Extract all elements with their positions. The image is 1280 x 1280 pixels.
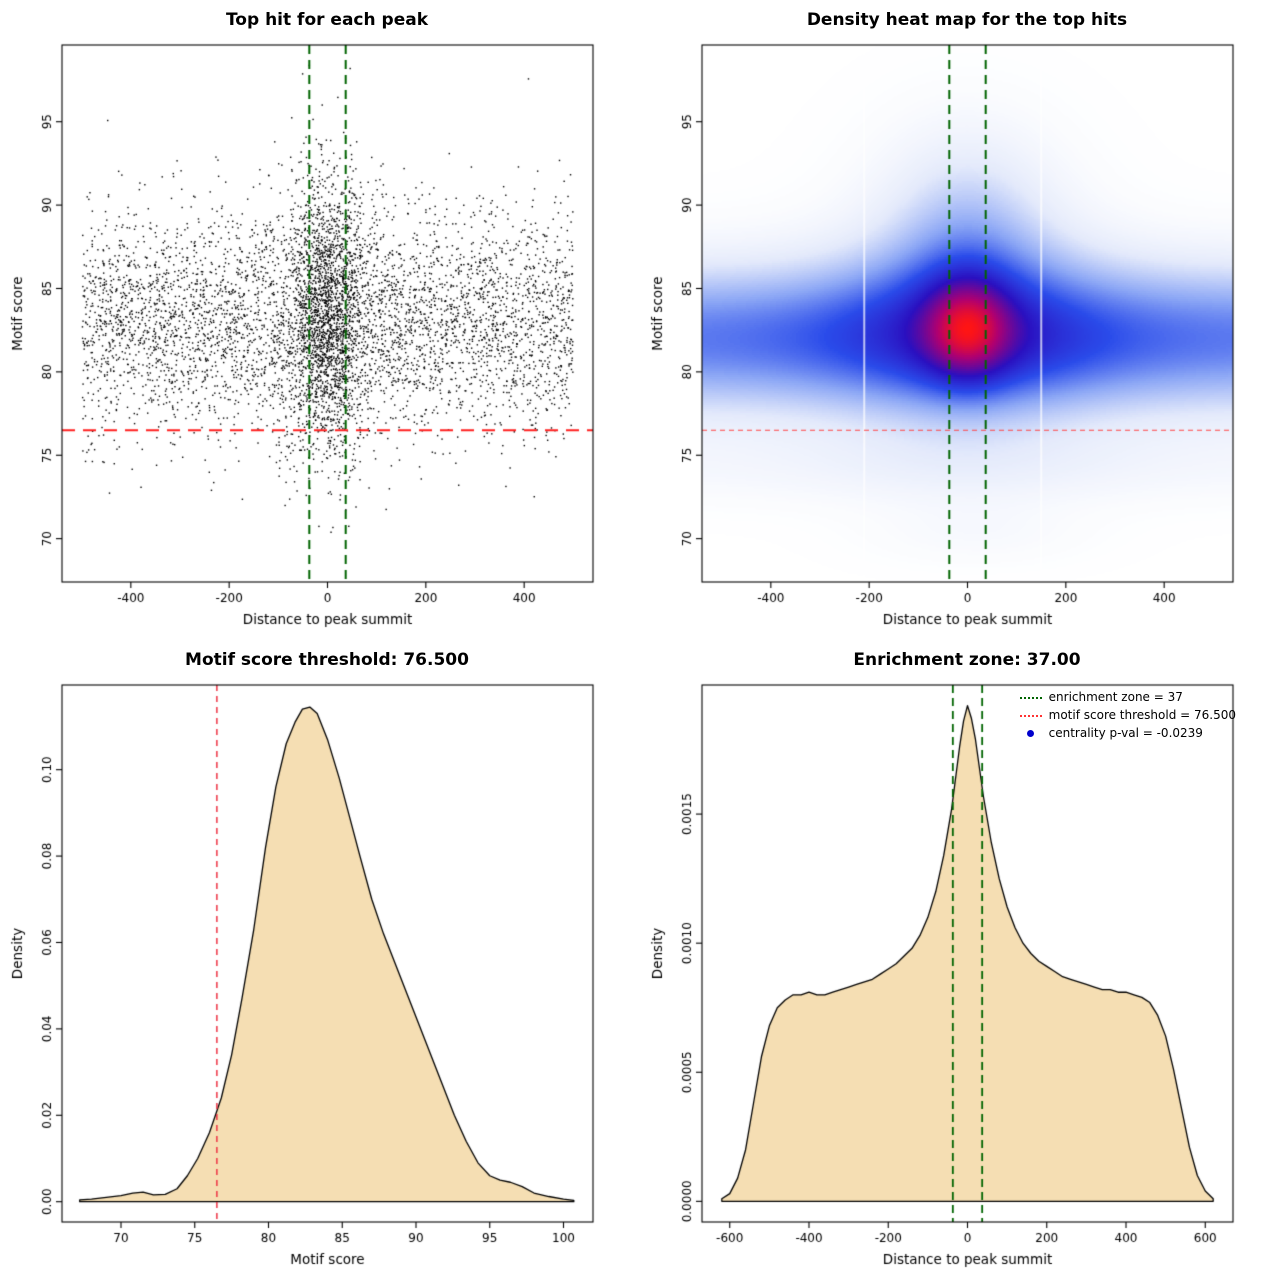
legend-item-score-threshold: motif score threshold = 76.500 — [1019, 708, 1236, 723]
panel-motif-score-density: Motif score threshold: 76.500 — [0, 640, 640, 1280]
legend-label: enrichment zone = 37 — [1048, 690, 1183, 704]
plot-legend: enrichment zone = 37 motif score thresho… — [1019, 690, 1236, 741]
legend-item-centrality-pval: centrality p-val = -0.0239 — [1019, 726, 1236, 741]
panel-top-hits-scatter: Top hit for each peak — [0, 0, 640, 640]
distance-density-plot-canvas — [640, 680, 1280, 1280]
chart-title-enrichment: Enrichment zone: 37.00 — [853, 650, 1081, 670]
heatmap-plot-canvas — [640, 40, 1280, 640]
legend-marker — [1027, 730, 1035, 737]
legend-marker — [1019, 714, 1042, 717]
legend-label: motif score threshold = 76.500 — [1048, 708, 1236, 722]
chart-title-heatmap: Density heat map for the top hits — [806, 10, 1128, 30]
legend-marker — [1019, 696, 1042, 699]
legend-item-enrichment-zone: enrichment zone = 37 — [1019, 690, 1236, 705]
chart-title-score-density: Motif score threshold: 76.500 — [185, 650, 469, 670]
score-density-plot-canvas — [0, 680, 640, 1280]
legend-label: centrality p-val = -0.0239 — [1048, 726, 1203, 740]
panel-enrichment-zone-density: Enrichment zone: 37.00 enrichment zone =… — [640, 640, 1280, 1280]
panel-density-heatmap: Density heat map for the top hits — [640, 0, 1280, 640]
scatter-plot-canvas — [0, 40, 640, 640]
chart-title-scatter: Top hit for each peak — [225, 10, 429, 30]
